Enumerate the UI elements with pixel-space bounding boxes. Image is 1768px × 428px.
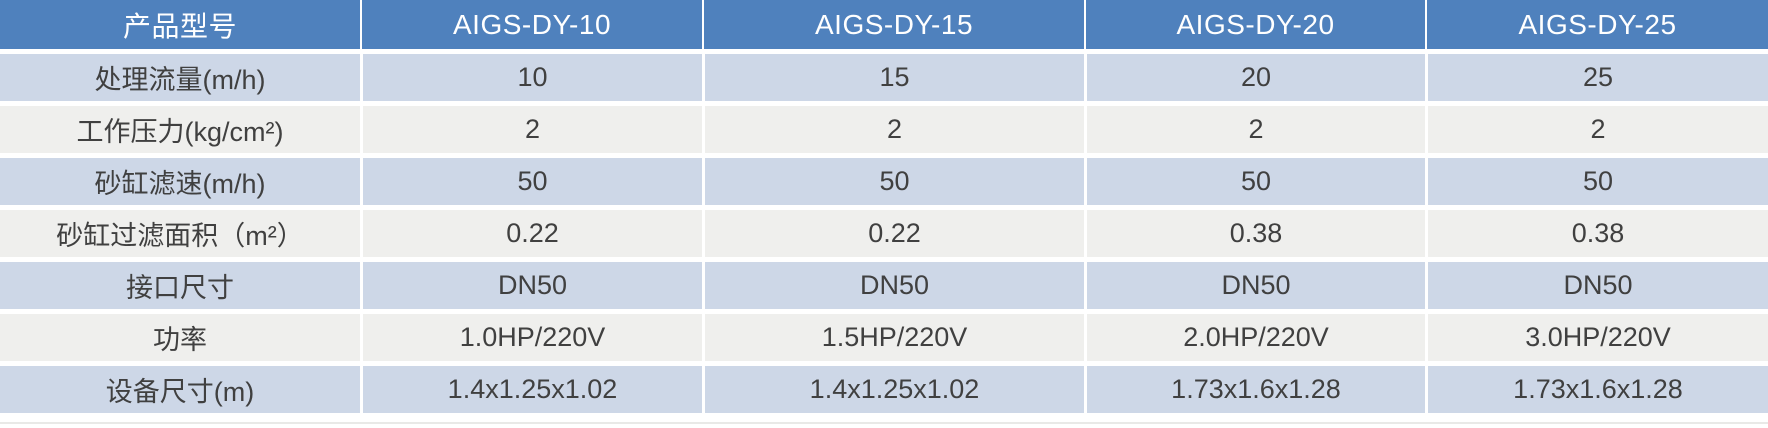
cell-value: 50 [360, 158, 702, 210]
table-row-equipment-size: 设备尺寸(m) 1.4x1.25x1.02 1.4x1.25x1.02 1.73… [0, 366, 1768, 418]
table-row-flow-rate: 处理流量(m/h) 10 15 20 25 [0, 54, 1768, 106]
cell-value: 1.4x1.25x1.02 [360, 366, 702, 418]
cell-value: 1.0HP/220V [360, 314, 702, 366]
cell-value: 50 [702, 158, 1084, 210]
table-row-working-pressure: 工作压力(kg/cm²) 2 2 2 2 [0, 106, 1768, 158]
cell-value: 2.0HP/220V [1084, 314, 1425, 366]
cell-value: 2 [1084, 106, 1425, 158]
table-row-power: 功率 1.0HP/220V 1.5HP/220V 2.0HP/220V 3.0H… [0, 314, 1768, 366]
bottom-divider [0, 422, 1768, 424]
cell-value: 15 [702, 54, 1084, 106]
row-label: 工作压力(kg/cm²) [0, 106, 360, 158]
bottom-spacer [0, 418, 1768, 422]
cell-value: 50 [1084, 158, 1425, 210]
table-row-port-size: 接口尺寸 DN50 DN50 DN50 DN50 [0, 262, 1768, 314]
table-row-filter-speed: 砂缸滤速(m/h) 50 50 50 50 [0, 158, 1768, 210]
cell-value: 20 [1084, 54, 1425, 106]
header-cell-model-2: AIGS-DY-15 [702, 0, 1084, 54]
header-cell-product-model: 产品型号 [0, 0, 360, 54]
cell-value: 0.38 [1425, 210, 1768, 262]
row-label: 接口尺寸 [0, 262, 360, 314]
cell-value: 0.38 [1084, 210, 1425, 262]
row-label: 处理流量(m/h) [0, 54, 360, 106]
cell-value: 2 [1425, 106, 1768, 158]
table-header-row: 产品型号 AIGS-DY-10 AIGS-DY-15 AIGS-DY-20 AI… [0, 0, 1768, 54]
cell-value: 0.22 [360, 210, 702, 262]
cell-value: 1.4x1.25x1.02 [702, 366, 1084, 418]
cell-value: 2 [702, 106, 1084, 158]
cell-value: DN50 [360, 262, 702, 314]
cell-value: 1.5HP/220V [702, 314, 1084, 366]
header-cell-model-3: AIGS-DY-20 [1084, 0, 1425, 54]
header-cell-model-4: AIGS-DY-25 [1425, 0, 1768, 54]
cell-value: 3.0HP/220V [1425, 314, 1768, 366]
product-spec-table: 产品型号 AIGS-DY-10 AIGS-DY-15 AIGS-DY-20 AI… [0, 0, 1768, 418]
cell-value: 1.73x1.6x1.28 [1425, 366, 1768, 418]
cell-value: 10 [360, 54, 702, 106]
cell-value: 0.22 [702, 210, 1084, 262]
cell-value: 50 [1425, 158, 1768, 210]
header-cell-model-1: AIGS-DY-10 [360, 0, 702, 54]
cell-value: DN50 [1084, 262, 1425, 314]
row-label: 设备尺寸(m) [0, 366, 360, 418]
cell-value: 2 [360, 106, 702, 158]
row-label: 功率 [0, 314, 360, 366]
table-row-filter-area: 砂缸过滤面积（m²） 0.22 0.22 0.38 0.38 [0, 210, 1768, 262]
cell-value: 1.73x1.6x1.28 [1084, 366, 1425, 418]
row-label: 砂缸过滤面积（m²） [0, 210, 360, 262]
cell-value: 25 [1425, 54, 1768, 106]
row-label: 砂缸滤速(m/h) [0, 158, 360, 210]
cell-value: DN50 [702, 262, 1084, 314]
cell-value: DN50 [1425, 262, 1768, 314]
